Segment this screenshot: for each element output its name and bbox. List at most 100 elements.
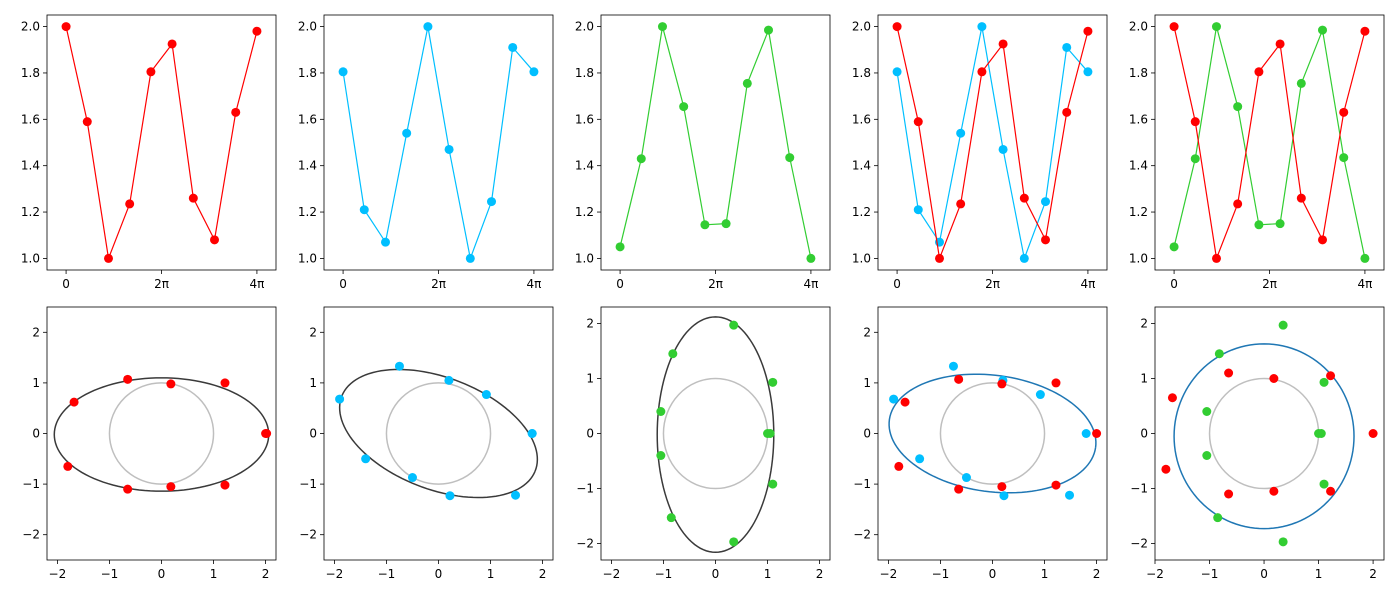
- x-tick-label: 2: [1369, 567, 1377, 581]
- y-tick-label: −2: [576, 537, 594, 551]
- scatter-point-green: [1202, 407, 1212, 416]
- data-point-red: [1318, 235, 1328, 245]
- subplot-3: 1.0 1.2 1.4 1.6 1.8 2.0 0 2π 4π: [575, 14, 831, 291]
- scatter-point-red: [1161, 464, 1171, 474]
- y-tick-label: 1: [1140, 372, 1148, 386]
- data-point-green: [1318, 25, 1328, 35]
- y-tick-label: 1: [586, 372, 594, 386]
- subplot-9: −2 −1 0 1 2 −2 −1 0 1 2: [853, 306, 1108, 581]
- plot-area: [53, 374, 272, 494]
- y-tick-label: 1.0: [575, 251, 594, 265]
- y-tick-label: 1: [32, 376, 40, 390]
- x-tick-label: 2: [816, 567, 824, 581]
- data-point-red: [1339, 107, 1349, 117]
- series-line-green: [619, 26, 812, 259]
- data-point-green: [742, 78, 752, 88]
- plot-area: [338, 22, 539, 263]
- y-tick-label: 2.0: [1129, 20, 1148, 34]
- unit-circle: [108, 382, 215, 485]
- x-tick-label: 2: [262, 567, 270, 581]
- scatter-point-cyan: [511, 490, 521, 500]
- fitted-ellipse: [1173, 343, 1355, 530]
- unit-circle: [385, 382, 492, 485]
- y-tick-label: 1.4: [852, 159, 871, 173]
- axes-frame: [46, 306, 277, 561]
- x-tick-label: −1: [101, 567, 119, 581]
- y-tick-label: 2.0: [575, 20, 594, 34]
- unit-circle: [1208, 377, 1320, 490]
- data-point-cyan: [487, 197, 497, 207]
- data-point-red: [1275, 39, 1285, 49]
- subplot-5: 1.0 1.2 1.4 1.6 1.8 2.0 0 2π 4π: [1129, 14, 1385, 291]
- subplot-6: −2 −1 0 1 2 −2 −1 0 1 2: [22, 306, 277, 581]
- y-tick-label: 2: [309, 325, 317, 339]
- data-point-cyan: [913, 205, 923, 215]
- data-point-red: [1233, 199, 1243, 209]
- scatter-point-red: [166, 379, 176, 389]
- y-tick-label: −1: [853, 477, 871, 491]
- x-tick-label: 0: [62, 277, 70, 291]
- scatter-point-cyan: [445, 491, 455, 501]
- data-point-green: [657, 22, 667, 32]
- data-point-green: [700, 220, 710, 230]
- x-tick-label: 0: [1170, 277, 1178, 291]
- y-tick-label: −1: [576, 482, 594, 496]
- data-point-cyan: [508, 42, 518, 52]
- y-tick-label: 1.6: [1129, 112, 1148, 126]
- data-point-red: [210, 235, 220, 245]
- data-point-green: [806, 253, 816, 263]
- x-tick-label: 2π: [1262, 277, 1277, 291]
- x-tick-label: 0: [893, 277, 901, 291]
- subplot-4: 1.0 1.2 1.4 1.6 1.8 2.0 0 2π 4π: [852, 14, 1108, 291]
- data-point-cyan: [465, 253, 475, 263]
- axes-frame: [323, 306, 554, 561]
- data-point-green: [764, 25, 774, 35]
- scatter-point-cyan: [1035, 390, 1045, 400]
- scatter-point-green: [1202, 451, 1212, 460]
- axes-frame: [877, 306, 1108, 561]
- data-point-cyan: [1019, 253, 1029, 263]
- scatter-point-green: [656, 407, 666, 416]
- data-point-green: [1360, 253, 1370, 263]
- y-tick-label: 1: [309, 376, 317, 390]
- scatter-point-red: [123, 374, 133, 384]
- data-point-red: [61, 22, 71, 32]
- scatter-point-cyan: [915, 454, 925, 464]
- scatter-point-red: [69, 397, 79, 407]
- data-point-green: [1211, 22, 1221, 32]
- subplot-10: −2 −1 0 1 2 −2 −1 0 1 2: [1130, 306, 1385, 581]
- scatter-point-red: [1326, 371, 1336, 381]
- subplot-8: −2 −1 0 1 2 −2 −1 0 1 2: [576, 306, 831, 581]
- scatter-point-cyan: [527, 429, 537, 438]
- scatter-point-green: [768, 377, 778, 387]
- y-tick-label: 1.8: [575, 66, 594, 80]
- data-point-red: [1041, 235, 1051, 245]
- data-point-green: [615, 242, 625, 252]
- x-tick-label: 0: [339, 277, 347, 291]
- axes-frame: [600, 14, 831, 271]
- scatter-point-green: [1278, 537, 1288, 547]
- scatter-point-green: [1214, 349, 1224, 359]
- x-tick-label: 2π: [431, 277, 446, 291]
- fitted-ellipse: [888, 373, 1097, 494]
- scatter-point-cyan: [335, 394, 345, 404]
- x-tick-label: 4π: [1080, 277, 1095, 291]
- scatter-point-green: [668, 349, 678, 359]
- plot-area: [335, 361, 539, 501]
- scatter-point-green: [1319, 377, 1329, 387]
- scatter-point-red: [220, 378, 230, 388]
- data-point-cyan: [380, 237, 390, 247]
- axes-frame: [600, 306, 831, 561]
- subplot-7: −2 −1 0 1 2 −2 −1 0 1 2: [299, 306, 554, 581]
- data-point-red: [977, 67, 987, 77]
- scatter-point-red: [262, 429, 272, 438]
- series-line-cyan: [342, 26, 535, 261]
- data-point-cyan: [402, 128, 412, 138]
- plot-area: [615, 22, 816, 263]
- axes-frame: [1154, 14, 1385, 271]
- scatter-point-red: [1092, 429, 1102, 438]
- y-tick-label: −2: [299, 528, 317, 542]
- data-point-green: [1275, 219, 1285, 229]
- data-point-red: [956, 199, 966, 209]
